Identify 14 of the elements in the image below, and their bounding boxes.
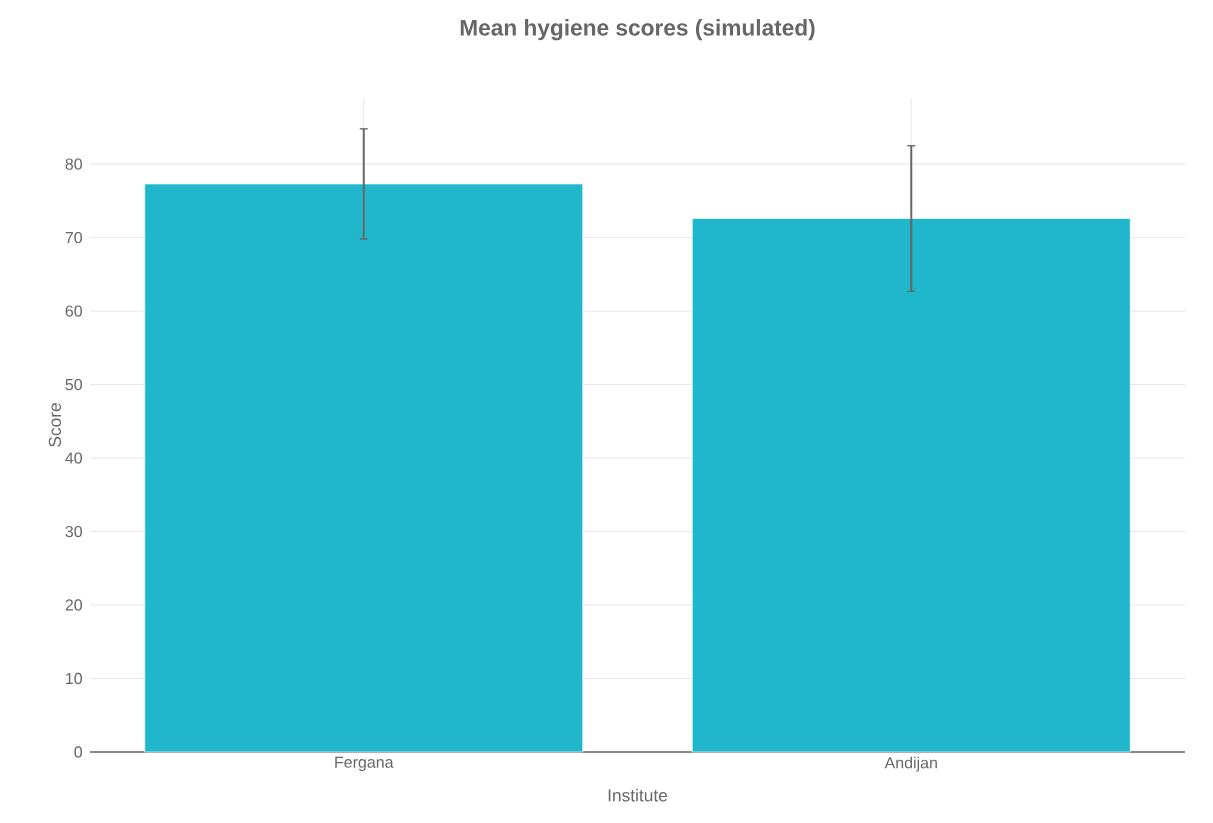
y-tick-label: 50 (65, 378, 83, 391)
y-tick-label: 80 (65, 158, 83, 170)
y-axis-title: Score (48, 403, 62, 447)
y-tick-label: 60 (65, 305, 83, 317)
x-axis-title: Institute (608, 788, 668, 802)
x-tick-label: Fergana (335, 756, 394, 772)
y-tick-label: 0 (74, 746, 83, 758)
y-tick-label: 10 (66, 672, 83, 685)
y-tick-label: 30 (65, 525, 83, 538)
y-tick-label: 40 (65, 452, 83, 464)
y-tick-label: 20 (65, 599, 83, 611)
x-tick-label: Andijan (884, 756, 937, 772)
chart-title: Mean hygiene scores (simulated) (460, 19, 815, 41)
y-tick-label: 70 (65, 231, 83, 244)
